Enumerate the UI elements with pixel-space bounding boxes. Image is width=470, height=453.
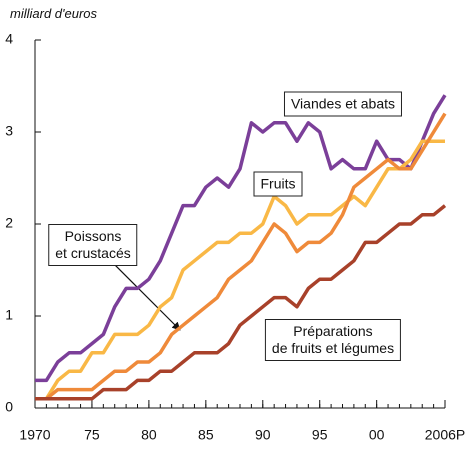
series-line	[35, 112, 447, 401]
x-tick-label: 75	[84, 427, 100, 443]
y-tick-label: 3	[5, 123, 13, 139]
series-label: Poissons et crustacés	[48, 224, 138, 266]
series-line	[35, 204, 447, 401]
x-tick-label: 2006P	[425, 427, 465, 443]
y-tick-label: 0	[5, 399, 13, 415]
series-label: Fruits	[253, 171, 303, 197]
x-tick-label: 1970	[19, 427, 50, 443]
x-tick-label: 85	[198, 427, 214, 443]
y-axis-label: milliard d'euros	[10, 6, 98, 21]
series-line	[35, 139, 445, 401]
x-tick-label: 80	[141, 427, 157, 443]
x-tick-label: 95	[312, 427, 328, 443]
x-tick-label: 90	[255, 427, 271, 443]
series-line	[35, 94, 447, 383]
y-tick-label: 2	[5, 215, 13, 231]
series-label: Préparations de fruits et légumes	[264, 319, 402, 361]
x-tick-label: 00	[369, 427, 385, 443]
series-label: Viandes et abats	[283, 91, 403, 117]
y-tick-label: 1	[5, 307, 13, 323]
y-tick-label: 4	[5, 31, 13, 47]
